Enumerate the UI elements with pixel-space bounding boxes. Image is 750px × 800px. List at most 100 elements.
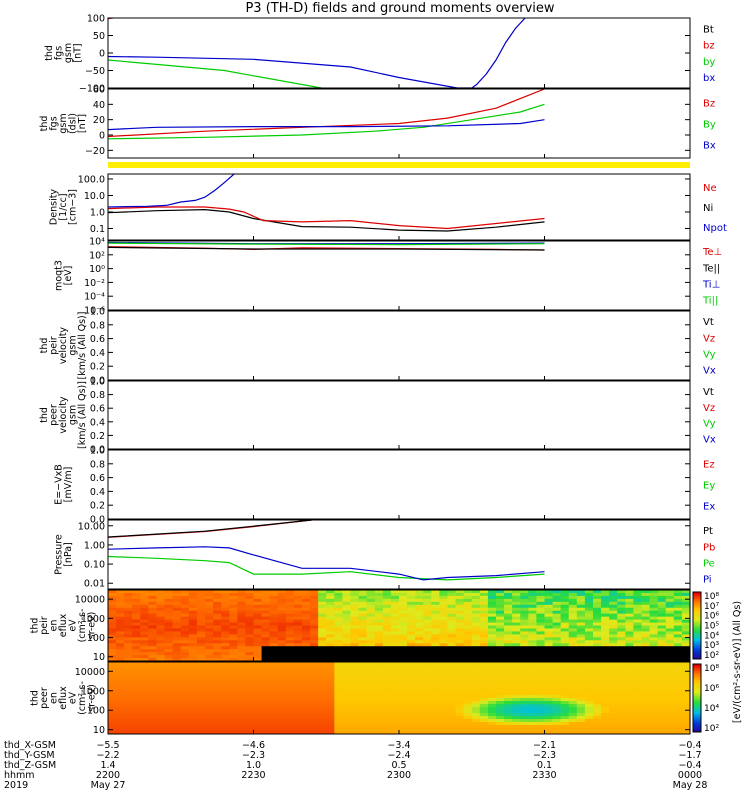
heatmap-cell	[568, 692, 578, 696]
heatmap-cell	[601, 704, 610, 708]
heatmap-cell	[277, 695, 287, 699]
heatmap-cell	[415, 719, 424, 723]
panel-peir_en_eflux: 10000100010010thdpeirenefluxeV(cm²-s-sr-…	[30, 589, 691, 663]
heatmap-cell	[399, 643, 408, 647]
heatmap-cell	[293, 671, 303, 675]
heatmap-cell	[528, 689, 538, 693]
heatmap-cell	[584, 628, 594, 633]
heatmap-cell	[310, 637, 319, 641]
heatmap-cell	[504, 631, 513, 635]
heatmap-cell	[172, 643, 182, 647]
heatmap-cell	[601, 622, 610, 627]
heatmap-cell	[471, 725, 481, 729]
colorbar-cell	[693, 605, 701, 609]
heatmap-cell	[681, 680, 690, 684]
heatmap-cell	[576, 610, 586, 615]
colorbar-cell	[693, 614, 701, 618]
heatmap-cell	[148, 640, 158, 644]
heatmap-cell	[213, 640, 222, 644]
heatmap-cell	[609, 686, 618, 690]
heatmap-cell	[342, 616, 352, 621]
heatmap-cell	[285, 595, 295, 600]
heatmap-cell	[399, 722, 408, 726]
heatmap-cell	[277, 722, 287, 726]
heatmap-cell	[665, 637, 675, 641]
heatmap-cell	[358, 595, 368, 600]
heatmap-cell	[124, 590, 133, 594]
heatmap-cell	[366, 655, 376, 659]
heatmap-cell	[334, 643, 344, 647]
heatmap-cell	[310, 652, 319, 656]
heatmap-cell	[140, 713, 150, 717]
x-row-label-thd_X-GSM: thd_X-GSM	[4, 740, 56, 751]
series-Npot-line	[108, 174, 235, 208]
heatmap-cell	[237, 658, 247, 661]
heatmap-cell	[415, 604, 424, 609]
heatmap-cell	[496, 655, 505, 659]
heatmap-cell	[657, 695, 667, 699]
heatmap-cell	[374, 649, 384, 653]
heatmap-cell	[665, 658, 675, 661]
heatmap-cell	[326, 686, 335, 690]
heatmap-cell	[544, 707, 554, 711]
y-tick-label: 10	[93, 725, 105, 736]
heatmap-cell	[116, 658, 125, 661]
heatmap-cell	[463, 701, 473, 705]
heatmap-cell	[180, 695, 190, 699]
heatmap-cell	[609, 652, 618, 656]
heatmap-cell	[447, 640, 457, 644]
heatmap-cell	[601, 643, 610, 647]
heatmap-cell	[568, 628, 578, 633]
heatmap-cell	[673, 695, 683, 699]
heatmap-cell	[641, 640, 651, 644]
heatmap-cell	[213, 668, 222, 672]
heatmap-cell	[641, 695, 651, 699]
heatmap-cell	[641, 646, 651, 650]
heatmap-cell	[560, 731, 570, 734]
heatmap-cell	[116, 631, 125, 635]
heatmap-cell	[439, 716, 449, 720]
heatmap-cell	[269, 631, 279, 635]
heatmap-cell	[221, 604, 230, 609]
heatmap-cell	[487, 643, 497, 647]
heatmap-cell	[293, 622, 303, 627]
heatmap-cell	[423, 616, 432, 621]
heatmap-cell	[593, 713, 602, 717]
heatmap-cell	[431, 698, 441, 702]
legend-Te: Te||	[702, 263, 720, 274]
heatmap-cell	[520, 731, 529, 734]
heatmap-cell	[609, 671, 618, 675]
heatmap-cell	[245, 631, 255, 635]
heatmap-cell	[156, 598, 166, 603]
heatmap-cell	[237, 619, 247, 624]
heatmap-cell	[229, 662, 238, 666]
heatmap-cell	[399, 598, 408, 603]
heatmap-cell	[318, 728, 327, 732]
heatmap-cell	[447, 668, 457, 672]
heatmap-cell	[641, 631, 651, 635]
heatmap-cell	[423, 613, 432, 618]
heatmap-cell	[213, 713, 222, 717]
heatmap-cell	[641, 604, 651, 609]
heatmap-cell	[593, 604, 602, 609]
heatmap-cell	[512, 646, 521, 650]
heatmap-cell	[423, 680, 432, 684]
heatmap-cell	[310, 701, 319, 705]
heatmap-cell	[512, 692, 521, 696]
heatmap-cell	[536, 731, 546, 734]
heatmap-cell	[584, 710, 594, 714]
heatmap-cell	[496, 707, 505, 711]
heatmap-cell	[641, 728, 651, 732]
heatmap-cell	[358, 655, 368, 659]
heatmap-cell	[415, 701, 424, 705]
heatmap-cell	[124, 655, 133, 659]
heatmap-cell	[116, 674, 125, 678]
heatmap-cell	[601, 613, 610, 618]
heatmap-cell	[471, 622, 481, 627]
heatmap-cell	[326, 716, 335, 720]
heatmap-cell	[665, 595, 675, 600]
heatmap-cell	[253, 652, 263, 656]
heatmap-cell	[471, 692, 481, 696]
heatmap-cell	[156, 713, 166, 717]
heatmap-cell	[584, 719, 594, 723]
